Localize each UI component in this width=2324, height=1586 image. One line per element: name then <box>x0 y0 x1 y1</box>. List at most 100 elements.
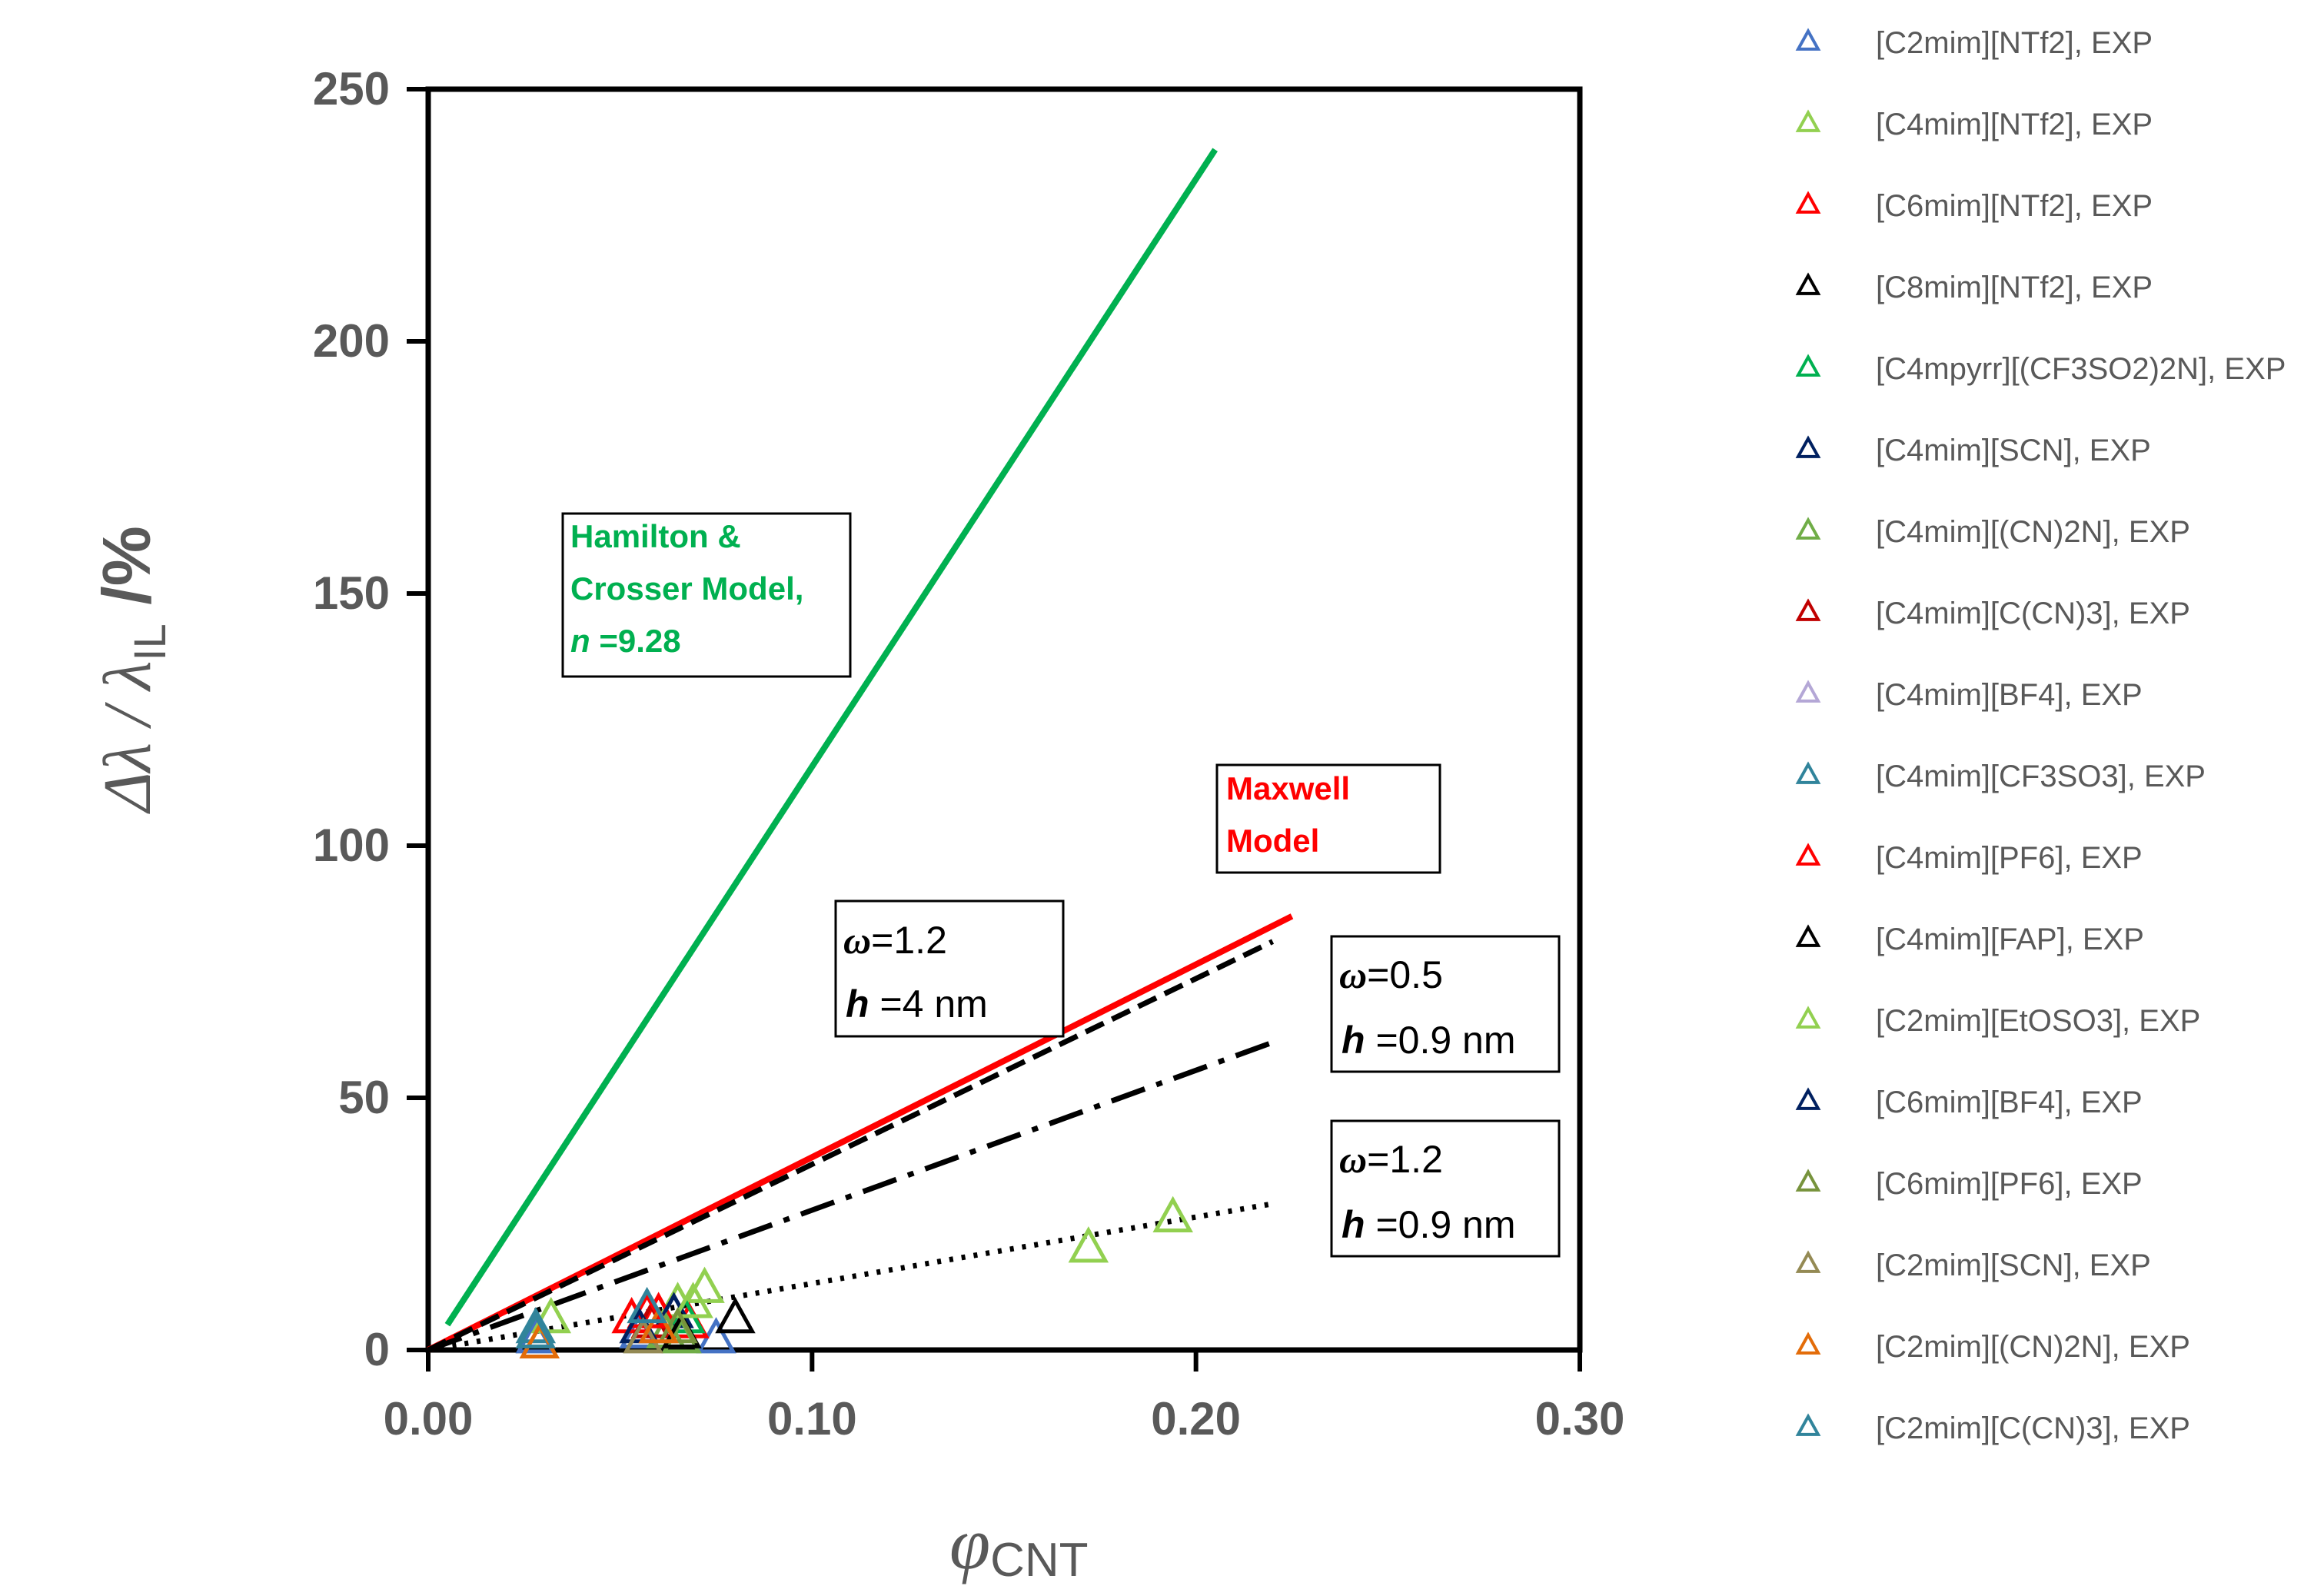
legend-marker <box>1795 354 1821 377</box>
h-c-text: h =0.9 nm <box>1342 1203 1516 1246</box>
omega-h-annotation-b: ω=0.5 h =0.9 nm <box>1330 935 1561 1073</box>
maxwell-line1: Maxwell <box>1226 770 1350 806</box>
legend-label: [C4mim][FAP], EXP <box>1876 923 2144 956</box>
x-axis-title: φCNT <box>949 1502 1089 1586</box>
data-point <box>715 1296 756 1334</box>
legend-label: [C4mim][PF6], EXP <box>1876 841 2143 875</box>
data-point <box>1068 1226 1109 1263</box>
legend-label: [C2mim][C(CN)3], EXP <box>1876 1411 2190 1445</box>
data-point <box>684 1266 725 1303</box>
model-line <box>427 1039 1274 1353</box>
legend-label: [C6mim][NTf2], EXP <box>1876 189 2153 223</box>
y-axis-title: Δλ / λIL /% <box>88 526 175 814</box>
data-point <box>515 1312 557 1348</box>
legend-marker <box>1795 517 1821 540</box>
legend-label: [C4mim][SCN], EXP <box>1876 434 2151 467</box>
hamilton-line2: Crosser Model, <box>570 570 803 607</box>
model-line <box>427 1201 1274 1353</box>
legend-label: [C4mim][C(CN)3], EXP <box>1876 597 2190 630</box>
legend-marker <box>1795 1250 1821 1273</box>
legend-marker <box>1795 1006 1821 1029</box>
legend-marker <box>1795 435 1821 458</box>
hamilton-box <box>561 512 852 678</box>
legend-marker <box>1795 1169 1821 1192</box>
hamilton-line3: n =9.28 <box>570 623 681 659</box>
x-tick-label: 0.10 <box>767 1393 857 1445</box>
data-point <box>623 1317 663 1354</box>
data-point <box>638 1307 679 1344</box>
y-tick-label: 50 <box>338 1072 390 1123</box>
legend-label: [C4mim][(CN)2N], EXP <box>1876 515 2190 549</box>
legend-marker <box>1795 598 1821 621</box>
legend-label: [C2mim][EtOSO3], EXP <box>1876 1004 2200 1038</box>
h-c-value: =0.9 nm <box>1365 1203 1516 1246</box>
omega-c-value: =1.2 <box>1367 1138 1443 1181</box>
x-tick-label: 0.00 <box>384 1393 474 1445</box>
legend-marker <box>1795 680 1821 703</box>
legend-label: [C8mim][NTf2], EXP <box>1876 271 2153 304</box>
omega-h-box-a <box>834 899 1065 1038</box>
y-tick-label: 150 <box>313 567 390 619</box>
data-point <box>657 1307 698 1344</box>
legend-marker <box>1795 1087 1821 1110</box>
legend-marker <box>1795 109 1821 132</box>
h-a-symbol: h <box>846 983 869 1026</box>
data-point <box>530 1296 572 1334</box>
model-line <box>444 148 1218 1327</box>
legend-label: [C6mim][BF4], EXP <box>1876 1086 2143 1119</box>
legend-label: [C2mim][SCN], EXP <box>1876 1249 2151 1282</box>
y-axis-title-sub: IL <box>125 623 175 660</box>
data-points <box>515 1195 1193 1358</box>
model-line <box>427 939 1275 1353</box>
legend-marker <box>1795 191 1821 214</box>
hamilton-n-value: =9.28 <box>590 623 681 659</box>
omega-b-value: =0.5 <box>1367 953 1443 996</box>
omega-a-symbol: ω <box>843 919 871 962</box>
legend-label: [C2mim][NTf2], EXP <box>1876 26 2153 60</box>
legend-marker <box>1795 1332 1821 1355</box>
omega-b-symbol: ω <box>1339 953 1367 996</box>
data-point <box>627 1286 667 1324</box>
h-b-text: h =0.9 nm <box>1342 1019 1516 1062</box>
omega-a-value: =1.2 <box>871 919 947 962</box>
legend-label: [C4mim][NTf2], EXP <box>1876 108 2153 141</box>
legend-label: [C4mim][CF3SO3], EXP <box>1876 760 2206 793</box>
legend-label: [C6mim][PF6], EXP <box>1876 1167 2143 1201</box>
legend-label: [C2mim][(CN)2N], EXP <box>1876 1330 2190 1364</box>
legend-marker <box>1795 1413 1821 1436</box>
y-tick-label: 250 <box>313 63 390 115</box>
omega-h-box-b <box>1330 935 1561 1073</box>
x-axis-title-sub: CNT <box>990 1534 1088 1586</box>
legend-marker <box>1795 761 1821 784</box>
h-b-value: =0.9 nm <box>1365 1019 1516 1062</box>
h-b-symbol: h <box>1342 1019 1365 1062</box>
plot-area <box>425 86 1583 1353</box>
y-axis-title-tail: /% <box>88 526 165 623</box>
legend-marker <box>1795 924 1821 947</box>
y-tick-label: 0 <box>364 1324 390 1375</box>
h-c-symbol: h <box>1342 1203 1365 1246</box>
hamilton-n-symbol: n <box>570 623 590 659</box>
legend: [C2mim][NTf2], EXP [C4mim][NTf2], EXP [C6m… <box>1795 26 2286 1445</box>
maxwell-line2: Model <box>1226 823 1319 859</box>
x-axis-ticks: 0.00 0.10 0.20 0.30 <box>384 1350 1625 1445</box>
omega-h-annotation-a: ω=1.2 h =4 nm <box>834 899 1065 1038</box>
legend-marker <box>1795 28 1821 51</box>
omega-h-annotation-c: ω=1.2 h =0.9 nm <box>1330 1119 1561 1258</box>
h-a-value: =4 nm <box>869 983 988 1026</box>
legend-marker <box>1795 843 1821 866</box>
legend-marker <box>1795 272 1821 295</box>
data-point <box>515 1307 557 1344</box>
y-tick-label: 100 <box>313 820 390 871</box>
data-point <box>673 1282 713 1318</box>
y-tick-label: 200 <box>313 315 390 367</box>
x-tick-label: 0.20 <box>1151 1393 1241 1445</box>
x-tick-label: 0.30 <box>1535 1393 1625 1445</box>
x-axis-title-symbol: φ <box>949 1502 990 1584</box>
omega-h-box-c <box>1330 1119 1561 1258</box>
omega-c-text: ω=1.2 <box>1339 1138 1443 1181</box>
y-axis-ticks: 0 50 100 150 200 250 <box>313 63 428 1375</box>
omega-c-symbol: ω <box>1339 1138 1367 1181</box>
data-point <box>1152 1195 1193 1232</box>
